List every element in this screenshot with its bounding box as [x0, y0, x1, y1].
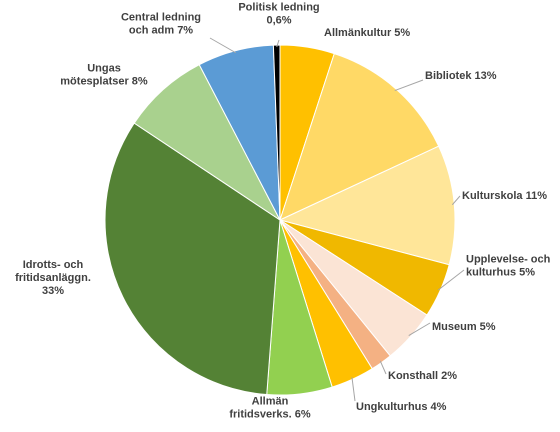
leader-line-2	[451, 195, 461, 206]
leader-line-11	[276, 39, 280, 48]
slice-label-7: Allmän fritidsverks. 6%	[229, 395, 311, 420]
slice-label-line: mötesplatser 8%	[60, 75, 148, 87]
slice-label-line: Kulturskola 11%	[462, 190, 547, 202]
slice-label-10: Central ledning och adm 7%	[121, 11, 201, 36]
slice-label-line: Konsthall 2%	[388, 370, 457, 382]
leader-line-1	[394, 79, 424, 92]
slice-label-line: Bibliotek 13%	[425, 70, 497, 82]
leader-line-5	[379, 360, 387, 375]
slice-label-8: Idrotts- och fritidsanläggn. 33%	[15, 259, 91, 297]
slice-label-line: Ungas	[87, 62, 121, 74]
slice-label-line: Upplevelse- och	[466, 253, 551, 265]
slice-label-line: Politisk ledning	[238, 1, 319, 13]
slice-label-line: kulturhus 5%	[466, 266, 535, 278]
leader-line-6	[351, 377, 356, 402]
slice-label-3: Upplevelse- och kulturhus 5%	[466, 253, 551, 278]
slice-label-4: Museum 5%	[432, 321, 496, 333]
slice-label-5: Konsthall 2%	[388, 370, 457, 382]
pie-slice-2	[278, 145, 456, 266]
leader-line-3	[437, 269, 465, 291]
slice-label-1: Bibliotek 13%	[425, 70, 497, 82]
slice-label-line: fritidsanläggn.	[15, 272, 91, 284]
slice-label-line: Museum 5%	[432, 321, 496, 333]
slice-label-line: 0,6%	[266, 14, 291, 26]
slice-label-6: Ungkulturhus 4%	[356, 401, 447, 413]
slice-label-0: Allmänkultur 5%	[324, 27, 410, 39]
pie-slice-9	[133, 64, 281, 221]
slice-label-2: Kulturskola 11%	[462, 190, 547, 202]
slice-label-line: Central ledning	[121, 11, 201, 23]
slice-label-line: Allmän	[252, 395, 289, 407]
pie-slice-11	[272, 44, 281, 221]
slice-label-9: Ungas mötesplatser 8%	[60, 62, 148, 87]
slice-label-line: Idrotts- och	[23, 259, 84, 271]
slice-label-line: fritidsverks. 6%	[229, 408, 311, 420]
pie-slice-1	[279, 52, 440, 221]
slice-label-11: Politisk ledning 0,6%	[238, 1, 319, 26]
leader-line-4	[408, 322, 431, 337]
slice-label-line: Allmänkultur 5%	[324, 27, 410, 39]
slice-label-line: och adm 7%	[129, 24, 193, 36]
slice-label-line: Ungkulturhus 4%	[356, 401, 447, 413]
slice-label-line: 33%	[42, 285, 64, 297]
leader-line-10	[209, 37, 236, 54]
